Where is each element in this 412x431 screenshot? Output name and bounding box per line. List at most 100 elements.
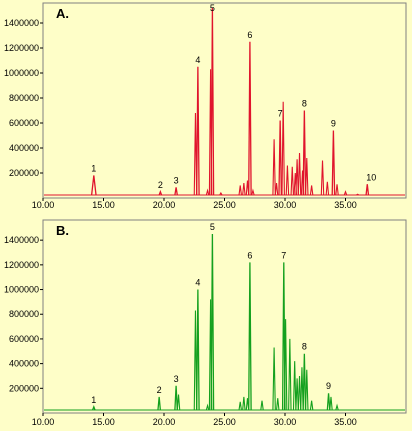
- panel-a-peak-8: [302, 110, 307, 196]
- panel-b-minor-peak: [238, 401, 242, 411]
- panel-b-minor-peak: [300, 367, 304, 411]
- panel-b-peak-label-5: 5: [210, 222, 215, 232]
- panel-a-peak-label-2: 2: [158, 180, 163, 190]
- panel-a-y-tick-label: 200000: [9, 168, 39, 178]
- panel-a-y-tick-label: 1400000: [4, 18, 39, 28]
- panel-b-y-tick-label: 200000: [9, 383, 39, 393]
- panel-b-y-tick-label: 600000: [9, 334, 39, 344]
- panel-b-y-tick-label: 800000: [9, 309, 39, 319]
- panel-b-peak-5: [210, 233, 215, 411]
- panel-a-minor-peak: [219, 191, 223, 196]
- panel-b-peak-label-1: 1: [91, 395, 96, 405]
- panel-a-minor-peak: [356, 193, 360, 196]
- panel-a-minor-peak: [320, 160, 325, 196]
- panel-b-minor-peak: [305, 369, 309, 411]
- panel-b-minor-peak: [205, 403, 210, 411]
- panel-a-minor-peak: [295, 159, 299, 196]
- panel-a-minor-peak: [335, 184, 339, 196]
- panel-b-peak-label-8: 8: [302, 342, 307, 352]
- panel-b-y-tick-label: 400000: [9, 359, 39, 369]
- panel-a-x-tick-label: 25.00: [213, 200, 236, 210]
- panel-a-peak-3: [174, 187, 178, 196]
- panel-b-peak-6: [248, 262, 252, 411]
- panel-a-y-tick-label: 600000: [9, 118, 39, 128]
- panel-b-peak-label-2: 2: [157, 385, 162, 395]
- panel-a-x-tick-label: 35.00: [334, 200, 357, 210]
- panel-a-minor-peak: [325, 181, 330, 196]
- panel-a-minor-peak: [281, 101, 285, 196]
- panel-b-peak-8: [302, 353, 307, 411]
- panel-a-minor-peak: [285, 165, 290, 196]
- panel-b-y-tick-label: 1000000: [4, 285, 39, 295]
- panel-b-peak-label-3: 3: [174, 374, 179, 384]
- panel-a-y-tick-label: 800000: [9, 93, 39, 103]
- panel-b-x-tick-label: 15.00: [92, 417, 115, 427]
- panel-a-x-tick-label: 10.00: [32, 200, 55, 210]
- panel-a-minor-peak: [193, 112, 198, 196]
- panel-a-minor-peak: [251, 188, 255, 196]
- panel-b-peak-3: [174, 385, 178, 411]
- panel-b-minor-peak: [275, 398, 280, 411]
- panel-a-peak-label-7: 7: [278, 109, 283, 119]
- panel-b-minor-peak: [309, 400, 314, 411]
- panel-a-peak-2: [158, 189, 163, 196]
- panel-a-x-tick-label: 30.00: [274, 200, 297, 210]
- panel-b-peak-label-6: 6: [247, 250, 252, 260]
- panel-b-peak-7: [281, 262, 286, 411]
- panel-a-peak-label-5: 5: [210, 3, 215, 13]
- panel-b-peak-9: [326, 393, 331, 411]
- panel-b-x-tick-label: 35.00: [334, 417, 357, 427]
- panel-b-y-tick-label: 1200000: [4, 260, 39, 270]
- panel-b-y-tick-label: 1400000: [4, 235, 39, 245]
- panel-b-minor-peak: [335, 403, 339, 411]
- panel-b-x-tick-label: 25.00: [213, 417, 236, 427]
- chart-panel-a: A. 10.00 15.00 20.00 25.00 30.00 35.00 200000 4…: [4, 2, 407, 210]
- panel-b-minor-peak: [272, 347, 276, 411]
- panel-b-x-tick-label: 10.00: [32, 417, 55, 427]
- panel-b-peak-label-4: 4: [195, 278, 200, 288]
- panel-b-minor-peak: [292, 361, 297, 411]
- panel-a-minor-peak: [242, 182, 246, 196]
- panel-a-y-tick-label: 1200000: [4, 43, 39, 53]
- panel-b-x-tick-label: 30.00: [274, 417, 297, 427]
- panel-b-x-tick-label: 20.00: [153, 417, 176, 427]
- panel-a-peak-5: [210, 7, 215, 196]
- panel-b-minor-peak: [297, 375, 302, 411]
- panel-a-minor-peak: [309, 185, 314, 196]
- panel-a-peak-1: [90, 175, 97, 196]
- panel-a-peak-4: [196, 66, 200, 196]
- panel-a-minor-peak: [297, 152, 302, 196]
- panel-a-x-tick-label: 15.00: [92, 200, 115, 210]
- panel-b-minor-peak: [176, 394, 181, 411]
- panel-a-peak-label-10: 10: [366, 172, 376, 182]
- panel-a-peak-label-3: 3: [174, 175, 179, 185]
- panel-b-minor-peak: [193, 310, 198, 411]
- panel-a-peak-label-6: 6: [247, 30, 252, 40]
- panel-a-minor-peak: [272, 139, 276, 196]
- panel-b-minor-peak: [295, 378, 299, 411]
- panel-a-x-tick-label: 20.00: [153, 200, 176, 210]
- panel-a-peak-label-9: 9: [331, 119, 336, 129]
- panel-a-minor-peak: [290, 166, 295, 196]
- panel-a-peak-label-8: 8: [302, 99, 307, 109]
- panel-b-peak-1: [92, 404, 96, 411]
- panel-b-minor-peak: [288, 338, 292, 411]
- panel-a-peak-7: [278, 120, 283, 196]
- panel-a-letter: A.: [56, 6, 69, 21]
- panel-a-minor-peak: [274, 182, 279, 196]
- panel-a-minor-peak: [343, 190, 348, 196]
- panel-a-plot-frame: [42, 2, 407, 199]
- panel-b-plot-frame: [42, 219, 407, 414]
- panel-a-y-tick-label: 1000000: [4, 68, 39, 78]
- panel-b-minor-peak: [260, 400, 264, 411]
- panel-a-y-tick-label: 400000: [9, 143, 39, 153]
- panel-a-minor-peak: [238, 185, 242, 196]
- panel-b-peak-4: [196, 289, 200, 411]
- panel-b-peak-label-7: 7: [281, 250, 286, 260]
- panel-b-minor-peak: [329, 396, 333, 411]
- panel-a-peak-9: [331, 130, 336, 196]
- panel-a-peak-label-1: 1: [91, 164, 96, 174]
- panel-a-peak-label-4: 4: [195, 55, 200, 65]
- panel-b-peak-2: [157, 396, 162, 411]
